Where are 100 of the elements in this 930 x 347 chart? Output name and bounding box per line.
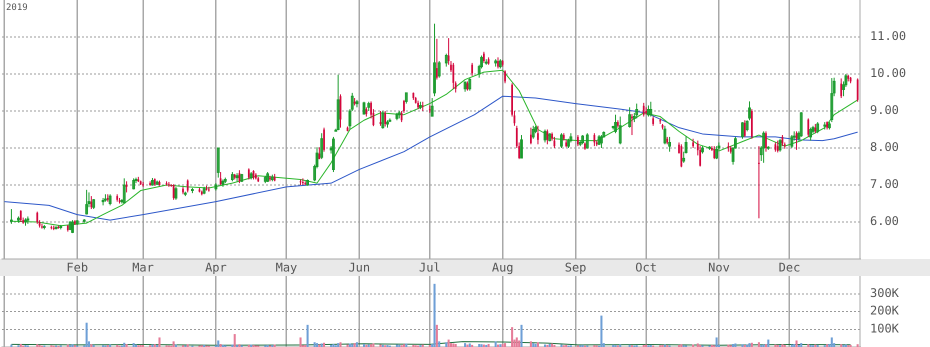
candlestick (332, 136, 335, 173)
bar (339, 342, 342, 347)
bar (320, 343, 323, 347)
x-tick-label: Sep (564, 260, 586, 274)
bar (86, 322, 88, 347)
y-tick-label: 9.00 (870, 103, 899, 118)
bar (450, 343, 452, 347)
candlestick (430, 98, 434, 118)
bar (154, 344, 156, 347)
bar (438, 341, 440, 347)
bar (793, 344, 796, 347)
candlestick (758, 146, 760, 219)
candlestick (652, 116, 654, 126)
candlestick (174, 186, 178, 200)
bar (316, 343, 318, 347)
bar (488, 344, 490, 347)
candlestick (367, 101, 370, 112)
candlestick (220, 172, 222, 186)
bar (337, 343, 340, 347)
candlestick (537, 125, 539, 145)
bar (314, 342, 316, 347)
candlestick (581, 134, 584, 145)
candlestick (10, 208, 13, 224)
candlestick (727, 142, 730, 152)
bar (511, 327, 514, 347)
y-tick-label: 8.00 (870, 140, 899, 154)
bar (445, 342, 448, 347)
candlestick (647, 104, 650, 118)
bar (520, 324, 523, 347)
candlestick (497, 56, 499, 69)
candlestick (746, 120, 749, 132)
candlestick (692, 138, 694, 148)
bar (741, 344, 744, 347)
candlestick (238, 170, 240, 184)
y-tick-label: 11.00 (870, 29, 906, 44)
bar (300, 337, 302, 347)
bar (436, 324, 438, 347)
bar (362, 344, 366, 347)
bar (448, 340, 450, 347)
candlestick (404, 92, 408, 104)
candlestick (830, 78, 834, 123)
candlestick (466, 80, 468, 92)
candlestick (92, 198, 96, 210)
x-tick-label: Mar (132, 260, 154, 274)
candlestick (323, 127, 325, 152)
bar (90, 344, 92, 347)
candlestick (856, 78, 859, 102)
x-tick-label: Nov (708, 260, 730, 274)
bar (186, 344, 189, 347)
bar (20, 344, 22, 347)
candlestick (471, 62, 474, 76)
candlestick (504, 70, 506, 84)
bar (332, 344, 334, 347)
x-tick-label: May (276, 260, 298, 274)
candlestick (433, 23, 436, 97)
candlestick (336, 74, 340, 131)
candlestick (560, 132, 563, 148)
candlestick (790, 134, 794, 148)
x-tick-label: Oct (635, 260, 657, 274)
candlestick (464, 80, 466, 92)
candlestick (444, 53, 448, 68)
candlestick (554, 136, 556, 148)
candlestick (618, 116, 622, 145)
bar (518, 340, 520, 347)
bar (734, 343, 736, 347)
bar (351, 344, 354, 347)
candlestick (765, 130, 767, 152)
bar (217, 340, 220, 347)
candlestick (600, 134, 603, 148)
candlestick (530, 127, 532, 145)
bar (600, 316, 602, 347)
x-tick-label: Jul (418, 260, 441, 274)
candlestick (809, 127, 812, 142)
annotation: 2019 (6, 2, 28, 13)
candlestick (782, 134, 784, 147)
candlestick (362, 101, 366, 116)
bar (807, 344, 810, 347)
bar (532, 343, 534, 347)
bar (126, 344, 128, 347)
candlestick (796, 130, 798, 150)
candlestick (774, 142, 776, 152)
candlestick (320, 132, 324, 160)
y-tick-label: 100K (870, 321, 900, 336)
candlestick (71, 220, 74, 234)
candlestick (122, 178, 126, 204)
bar (158, 337, 161, 347)
candlestick (748, 100, 751, 121)
candlestick (172, 184, 174, 200)
candlestick (498, 58, 502, 69)
candlestick (438, 60, 441, 78)
candlestick (762, 130, 766, 164)
bar (494, 341, 497, 347)
candlestick (715, 146, 718, 160)
bar (36, 344, 38, 347)
x-tick-label: Jun (348, 260, 370, 274)
bar (478, 344, 480, 347)
candlestick (468, 77, 472, 92)
x-tick-label: Dec (778, 260, 800, 274)
bar (504, 343, 506, 347)
bar (405, 343, 408, 347)
